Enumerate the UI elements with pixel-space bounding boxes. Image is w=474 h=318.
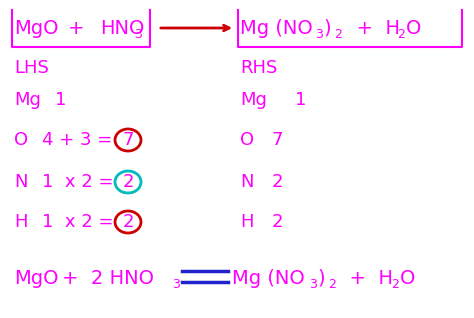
Text: O: O — [240, 131, 254, 149]
Text: +  2 HNO: + 2 HNO — [62, 268, 154, 287]
Text: LHS: LHS — [14, 59, 49, 77]
Text: +  H: + H — [337, 268, 393, 287]
Text: 2: 2 — [272, 173, 283, 191]
Text: 7: 7 — [122, 131, 134, 149]
Text: 2: 2 — [334, 29, 342, 42]
Text: 2: 2 — [328, 279, 336, 292]
Text: 1  x 2 =: 1 x 2 = — [42, 213, 113, 231]
Text: H: H — [14, 213, 27, 231]
Text: 7: 7 — [272, 131, 283, 149]
Text: 1: 1 — [55, 91, 66, 109]
Text: O: O — [14, 131, 28, 149]
Text: RHS: RHS — [240, 59, 277, 77]
Text: 3: 3 — [315, 29, 323, 42]
Text: H: H — [240, 213, 254, 231]
Text: 4 + 3 =: 4 + 3 = — [42, 131, 112, 149]
Text: ): ) — [317, 268, 325, 287]
Text: 1: 1 — [295, 91, 306, 109]
Text: Mg (NO: Mg (NO — [232, 268, 305, 287]
Text: ): ) — [323, 18, 331, 38]
Text: HNO: HNO — [100, 18, 145, 38]
Text: +  H: + H — [344, 18, 400, 38]
Text: MgO: MgO — [14, 18, 58, 38]
Text: MgO: MgO — [14, 268, 58, 287]
Text: 2: 2 — [397, 29, 405, 42]
Text: N: N — [14, 173, 27, 191]
Text: N: N — [240, 173, 254, 191]
Text: 2: 2 — [122, 173, 134, 191]
Text: 2: 2 — [122, 213, 134, 231]
Text: Mg (NO: Mg (NO — [240, 18, 313, 38]
Text: O: O — [406, 18, 421, 38]
Text: +: + — [68, 18, 84, 38]
Text: Mg: Mg — [14, 91, 41, 109]
Text: 3: 3 — [309, 279, 317, 292]
Text: 3: 3 — [172, 279, 180, 292]
Text: 3: 3 — [134, 29, 142, 42]
Text: 2: 2 — [272, 213, 283, 231]
Text: Mg: Mg — [240, 91, 267, 109]
Text: O: O — [400, 268, 415, 287]
Text: 2: 2 — [391, 279, 399, 292]
Text: 1  x 2 =: 1 x 2 = — [42, 173, 113, 191]
